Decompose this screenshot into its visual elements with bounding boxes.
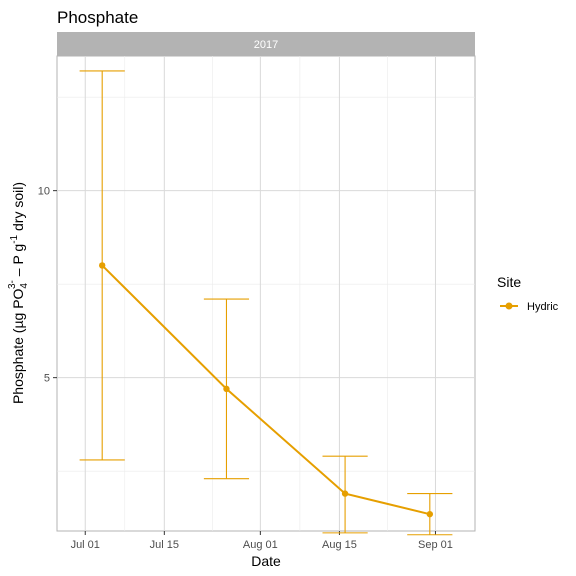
- y-axis-title: Phosphate (µg PO43- – P g-1 dry soil): [7, 182, 30, 404]
- facet-strip: [57, 32, 475, 56]
- series-lines: [101, 264, 431, 516]
- legend-title: Site: [497, 274, 521, 290]
- facet-strip-label: 2017: [254, 39, 278, 51]
- x-tick-label: Jul 01: [71, 539, 100, 551]
- major-gridlines: [57, 56, 475, 531]
- x-tick-label: Aug 15: [322, 539, 357, 551]
- y-tick-label: 10: [38, 186, 50, 198]
- legend-label-hydric: Hydric: [527, 301, 559, 313]
- x-axis-ticks: Jul 01 Jul 15 Aug 01 Aug 15 Sep 01: [71, 531, 453, 551]
- x-tick-label: Sep 01: [418, 539, 453, 551]
- minor-gridlines: [57, 56, 475, 531]
- x-tick-label: Aug 01: [243, 539, 278, 551]
- x-axis-title: Date: [251, 553, 281, 569]
- chart-title: Phosphate: [57, 8, 138, 27]
- y-tick-label: 5: [44, 373, 50, 385]
- data-point: [98, 262, 106, 269]
- y-axis-ticks: 5 10: [38, 186, 57, 385]
- legend: Site Hydric: [497, 274, 559, 313]
- data-point: [223, 385, 230, 393]
- series-line-hydric: [101, 264, 431, 516]
- legend-key-point: [505, 302, 513, 310]
- plot-panel: [56, 55, 476, 532]
- data-points: [98, 262, 434, 518]
- x-tick-label: Jul 15: [150, 539, 179, 551]
- data-point: [341, 490, 349, 497]
- data-point: [426, 510, 434, 518]
